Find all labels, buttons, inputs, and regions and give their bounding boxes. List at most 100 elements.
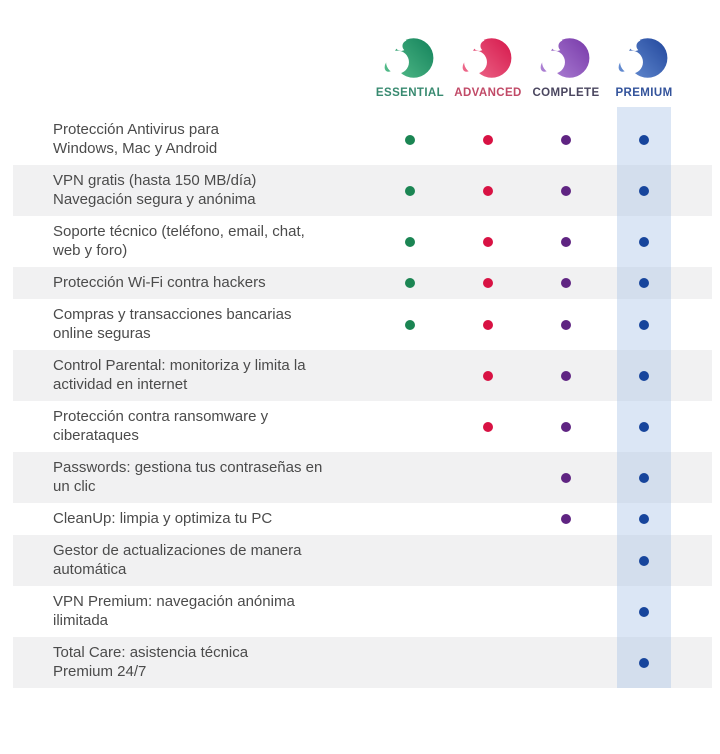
- tier-label: PREMIUM: [615, 87, 673, 99]
- feature-label: CleanUp: limpia y optimiza tu PC: [53, 510, 273, 527]
- included-dot: [639, 236, 649, 247]
- panda-logo-icon: [462, 37, 512, 78]
- feature-label: Total Care: asistencia técnica Premium 2…: [53, 644, 249, 680]
- included-dot: [639, 555, 649, 566]
- feature-label: Protección contra ransomware y ciberataq…: [53, 408, 269, 444]
- included-dot: [639, 514, 649, 524]
- dot-cell-premium: [605, 586, 683, 637]
- dot-cell-complete: [527, 267, 605, 299]
- included-dot: [483, 134, 493, 145]
- tier-label: ADVANCED: [454, 87, 522, 99]
- dot-cell-essential: [371, 114, 449, 165]
- included-dot: [561, 134, 571, 145]
- included-dot: [639, 134, 649, 145]
- dot-cell-complete: [527, 216, 605, 267]
- dot-cell-complete: [527, 165, 605, 216]
- dot-cell-essential: [371, 216, 449, 267]
- dot-cell-premium: [605, 114, 683, 165]
- tier-header-advanced: ADVANCED: [449, 34, 527, 101]
- feature-row: Protección Wi-Fi contra hackers: [13, 267, 712, 299]
- dot-cell-essential: [371, 299, 449, 350]
- dot-cell-complete: [527, 299, 605, 350]
- included-dot: [561, 236, 571, 247]
- feature-label: VPN gratis (hasta 150 MB/día) Navegación…: [53, 172, 257, 208]
- dot-cell-premium: [605, 503, 683, 535]
- tier-label: COMPLETE: [532, 87, 600, 99]
- tier-header-row: ESSENTIAL ADVANCED COMPLETE PREMIUM: [13, 34, 712, 101]
- included-dot: [639, 606, 649, 617]
- dot-cell-essential: [371, 535, 449, 586]
- feature-label: Control Parental: monitoriza y limita la…: [53, 357, 306, 393]
- included-dot: [405, 319, 415, 330]
- feature-row: Passwords: gestiona tus contraseñas en u…: [13, 452, 712, 503]
- dot-cell-essential: [371, 637, 449, 688]
- dot-cell-advanced: [449, 535, 527, 586]
- feature-row: CleanUp: limpia y optimiza tu PC: [13, 503, 712, 535]
- included-dot: [639, 472, 649, 483]
- feature-label: Passwords: gestiona tus contraseñas en u…: [53, 459, 323, 495]
- dot-cell-complete: [527, 401, 605, 452]
- feature-row: Gestor de actualizaciones de manera auto…: [13, 535, 712, 586]
- dot-cell-premium: [605, 267, 683, 299]
- included-dot: [561, 370, 571, 381]
- dot-cell-essential: [371, 350, 449, 401]
- feature-row: Protección Antivirus para Windows, Mac y…: [13, 114, 712, 165]
- dot-cell-advanced: [449, 452, 527, 503]
- included-dot: [483, 185, 493, 196]
- dot-cell-premium: [605, 401, 683, 452]
- included-dot: [561, 278, 571, 288]
- dot-cell-essential: [371, 452, 449, 503]
- included-dot: [405, 185, 415, 196]
- dot-cell-complete: [527, 452, 605, 503]
- dot-cell-complete: [527, 114, 605, 165]
- dot-cell-essential: [371, 586, 449, 637]
- dot-cell-advanced: [449, 114, 527, 165]
- dot-cell-complete: [527, 350, 605, 401]
- dot-cell-advanced: [449, 401, 527, 452]
- included-dot: [405, 236, 415, 247]
- tier-header-premium: PREMIUM: [605, 34, 683, 101]
- panda-logo-icon: [618, 37, 668, 78]
- dot-cell-premium: [605, 637, 683, 688]
- included-dot: [561, 514, 571, 524]
- included-dot: [405, 278, 415, 288]
- feature-label: VPN Premium: navegación anónima ilimitad…: [53, 593, 295, 629]
- feature-label: Gestor de actualizaciones de manera auto…: [53, 542, 302, 578]
- dot-cell-premium: [605, 165, 683, 216]
- tier-header-complete: COMPLETE: [527, 34, 605, 101]
- feature-row: Protección contra ransomware y ciberataq…: [13, 401, 712, 452]
- included-dot: [561, 472, 571, 483]
- dot-cell-advanced: [449, 503, 527, 535]
- feature-row: Compras y transacciones bancarias online…: [13, 299, 712, 350]
- tier-label: ESSENTIAL: [375, 87, 445, 99]
- dot-cell-advanced: [449, 267, 527, 299]
- included-dot: [561, 185, 571, 196]
- included-dot: [483, 278, 493, 288]
- dot-cell-essential: [371, 503, 449, 535]
- included-dot: [561, 319, 571, 330]
- feature-row: Soporte técnico (teléfono, email, chat, …: [13, 216, 712, 267]
- dot-cell-advanced: [449, 637, 527, 688]
- dot-cell-premium: [605, 535, 683, 586]
- feature-rows: Protección Antivirus para Windows, Mac y…: [13, 107, 712, 688]
- feature-row: VPN gratis (hasta 150 MB/día) Navegación…: [13, 165, 712, 216]
- dot-cell-essential: [371, 267, 449, 299]
- feature-row: Control Parental: monitoriza y limita la…: [13, 350, 712, 401]
- included-dot: [639, 185, 649, 196]
- dot-cell-complete: [527, 637, 605, 688]
- dot-cell-essential: [371, 165, 449, 216]
- plan-comparison-table: ESSENTIAL ADVANCED COMPLETE PREMIUM Protecc…: [0, 34, 720, 754]
- included-dot: [639, 421, 649, 432]
- included-dot: [639, 319, 649, 330]
- dot-cell-advanced: [449, 586, 527, 637]
- feature-label: Compras y transacciones bancarias online…: [53, 306, 292, 342]
- panda-logo-icon: [384, 37, 434, 78]
- included-dot: [561, 421, 571, 432]
- feature-row: VPN Premium: navegación anónima ilimitad…: [13, 586, 712, 637]
- panda-logo-icon: [540, 37, 590, 78]
- included-dot: [483, 370, 493, 381]
- dot-cell-premium: [605, 299, 683, 350]
- feature-label: Protección Wi-Fi contra hackers: [53, 274, 266, 291]
- included-dot: [483, 319, 493, 330]
- included-dot: [405, 134, 415, 145]
